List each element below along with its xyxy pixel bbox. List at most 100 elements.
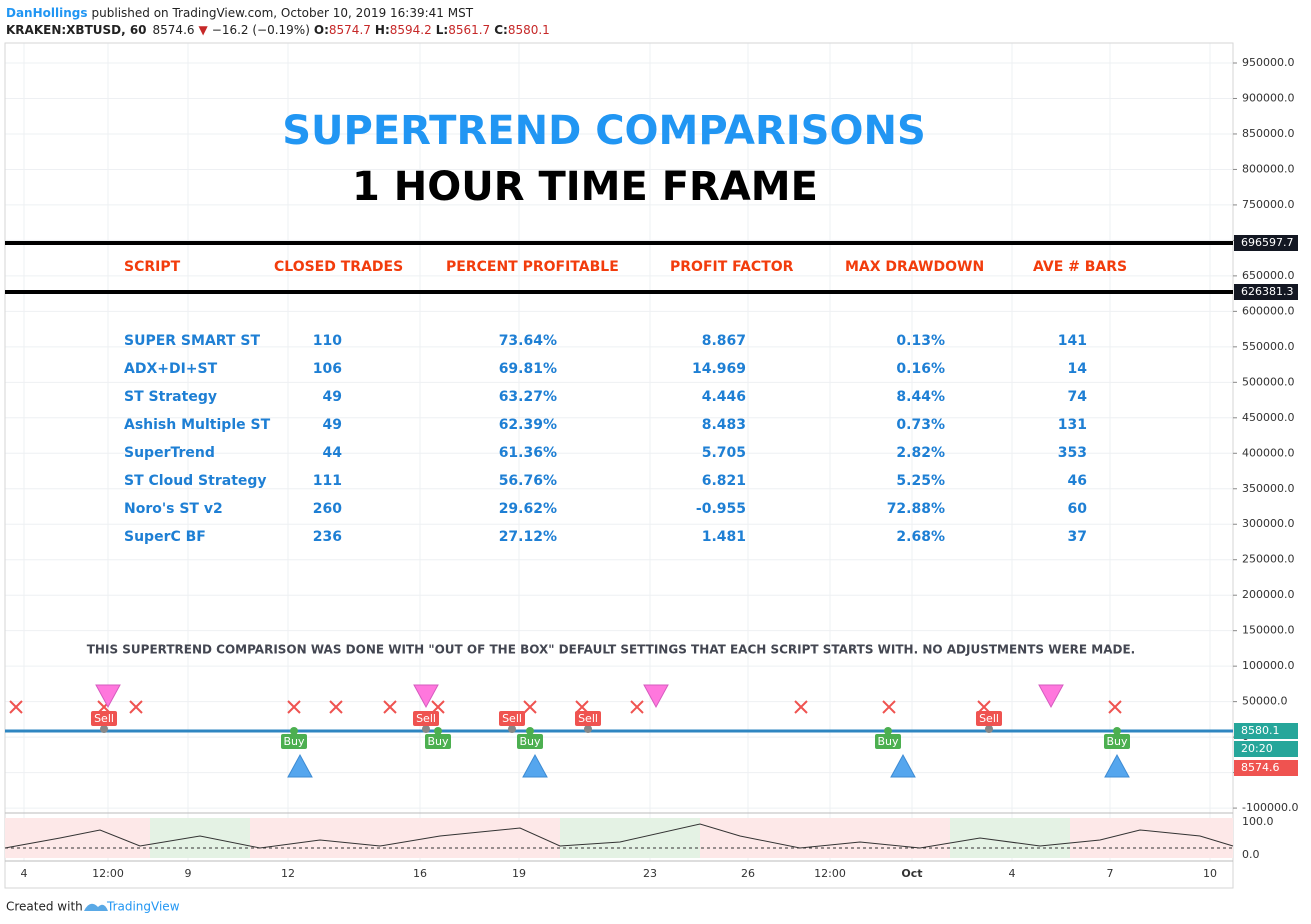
buy-badge xyxy=(281,734,307,749)
cell: 236 xyxy=(313,529,342,545)
time-label: 12:00 xyxy=(92,867,124,880)
price-label: 800000.0 xyxy=(1242,162,1295,175)
sell-label: Sell xyxy=(94,712,114,725)
price-label: 600000.0 xyxy=(1242,304,1295,317)
price-label: 500000.0 xyxy=(1242,375,1295,388)
script-name: SuperC BF xyxy=(124,529,206,545)
signal-dot xyxy=(100,725,108,733)
buy-badge xyxy=(425,734,451,749)
published: published on TradingView.com, October 10… xyxy=(92,6,474,20)
time-label: 9 xyxy=(185,867,192,880)
price-badge-label: 20:20 xyxy=(1241,742,1273,755)
cell: 56.76% xyxy=(499,473,557,489)
sell-badge xyxy=(499,711,525,726)
column-header: PROFIT FACTOR xyxy=(670,259,794,275)
price-badge-label: 696597.7 xyxy=(1241,236,1294,249)
price-label: 250000.0 xyxy=(1242,553,1295,566)
price-label: 300000.0 xyxy=(1242,517,1295,530)
sell-badge xyxy=(575,711,601,726)
cell: 5.705 xyxy=(702,445,746,461)
price-badge-label: 8580.1 xyxy=(1241,724,1280,737)
script-name: ST Strategy xyxy=(124,389,217,405)
cell: 260 xyxy=(313,501,342,517)
time-label: 4 xyxy=(21,867,28,880)
signal-dot xyxy=(884,727,892,735)
time-label: 16 xyxy=(413,867,427,880)
cell: 29.62% xyxy=(499,501,557,517)
exit-marker xyxy=(882,700,896,714)
buy-label: Buy xyxy=(1106,735,1128,748)
price-badge xyxy=(1234,284,1298,300)
time-label: 23 xyxy=(643,867,657,880)
sell-label: Sell xyxy=(578,712,598,725)
change: −16.2 (−0.19%) xyxy=(212,23,310,37)
chart-frame xyxy=(4,42,1234,889)
script-name: Ashish Multiple ST xyxy=(124,417,271,433)
cell: 353 xyxy=(1058,445,1087,461)
cell: 60 xyxy=(1068,501,1088,517)
high: 8594.2 xyxy=(390,23,432,37)
exit-marker xyxy=(630,700,644,714)
oscillator-label: 100.0 xyxy=(1242,815,1274,828)
buy-badge xyxy=(1104,734,1130,749)
cell: 46 xyxy=(1068,473,1087,489)
cell: 74 xyxy=(1068,389,1088,405)
price-label: 350000.0 xyxy=(1242,482,1295,495)
column-header: SCRIPT xyxy=(124,259,181,275)
time-label: 12:00 xyxy=(814,867,846,880)
oscillator-line xyxy=(4,823,1234,849)
time-axis: 4 12:00 9 12 16 19 23 26 12:00 Oct 4 7 10 xyxy=(21,867,1218,880)
high-label: H: xyxy=(375,23,390,37)
footer-brand: TradingView xyxy=(106,900,180,914)
cell: 131 xyxy=(1058,417,1087,433)
buy-badge xyxy=(517,734,543,749)
buy-triangle xyxy=(522,753,548,778)
script-name: ADX+DI+ST xyxy=(124,361,218,377)
script-name: SUPER SMART ST xyxy=(124,333,260,349)
sell-triangle xyxy=(643,684,669,709)
down-arrow: ▼ xyxy=(199,23,209,37)
cell: 110 xyxy=(313,333,342,349)
signal-dot xyxy=(422,725,430,733)
signal-dot xyxy=(985,725,993,733)
cell: 37 xyxy=(1068,529,1087,545)
cell: 8.44% xyxy=(896,389,945,405)
open-label: O: xyxy=(314,23,329,37)
column-header: MAX DRAWDOWN xyxy=(845,259,984,275)
price-badge xyxy=(1234,723,1298,739)
cell: 141 xyxy=(1058,333,1087,349)
price-label: 400000.0 xyxy=(1242,446,1295,459)
column-header: CLOSED TRADES xyxy=(274,259,403,275)
price-badge-label: 8574.6 xyxy=(1241,761,1280,774)
buy-label: Buy xyxy=(877,735,899,748)
price-label: 900000.0 xyxy=(1242,91,1295,104)
cell: 2.68% xyxy=(896,529,945,545)
grid xyxy=(5,43,1233,861)
price-badge xyxy=(1234,760,1298,776)
price-axis: 950000.0 900000.0 850000.0 800000.0 750000.0… xyxy=(1233,56,1298,861)
tradingview-logo xyxy=(84,903,108,911)
exit-marker xyxy=(383,700,397,714)
signal-dot xyxy=(434,727,442,735)
cell: 2.82% xyxy=(896,445,945,461)
exit-marker xyxy=(329,700,343,714)
cell: -0.955 xyxy=(696,501,746,517)
exit-marker xyxy=(9,700,23,714)
oscillator-zone xyxy=(150,818,250,858)
header: DanHollings published on TradingView.com,… xyxy=(6,6,474,20)
cell: 73.64% xyxy=(499,333,557,349)
exit-marker xyxy=(129,700,143,714)
time-label: 26 xyxy=(741,867,755,880)
sell-triangle xyxy=(413,684,439,709)
buy-label: Buy xyxy=(427,735,449,748)
cell: 8.483 xyxy=(702,417,746,433)
sell-label: Sell xyxy=(416,712,436,725)
price-label: -100000.0 xyxy=(1242,801,1298,814)
sell-label: Sell xyxy=(979,712,999,725)
script-name: ST Cloud Strategy xyxy=(124,473,267,489)
time-label: 12 xyxy=(281,867,295,880)
exit-marker xyxy=(794,700,808,714)
signal-dot xyxy=(584,725,592,733)
buy-badge xyxy=(875,734,901,749)
